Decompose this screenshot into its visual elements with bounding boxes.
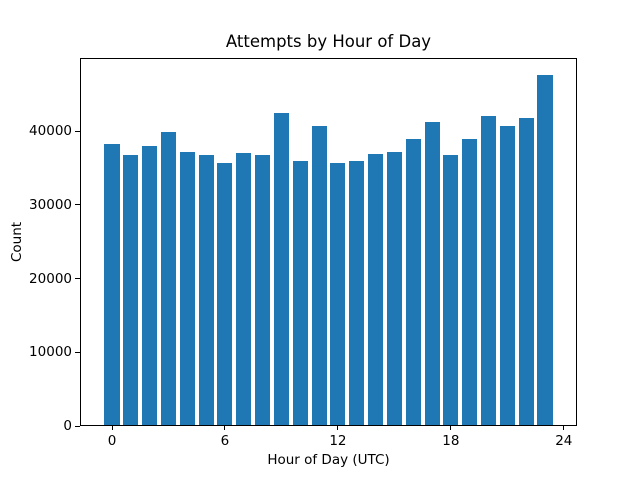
bar-hour-0 bbox=[104, 143, 120, 426]
bar-hour-4 bbox=[179, 151, 195, 426]
bar-hour-7 bbox=[236, 153, 252, 426]
y-tick-label: 20000 bbox=[29, 270, 72, 287]
bar-hour-12 bbox=[330, 162, 346, 426]
y-tick-label: 10000 bbox=[29, 344, 72, 361]
y-tick-mark bbox=[75, 425, 80, 427]
y-tick-mark bbox=[75, 204, 80, 206]
x-tick-label: 24 bbox=[555, 433, 573, 449]
x-tick-label: 12 bbox=[329, 433, 347, 449]
bar-hour-17 bbox=[424, 122, 440, 426]
bar-hour-9 bbox=[273, 113, 289, 426]
bar-hour-23 bbox=[537, 74, 553, 426]
bar-hour-15 bbox=[386, 151, 402, 426]
bar-hour-2 bbox=[142, 146, 158, 426]
x-axis-label: Hour of Day (UTC) bbox=[267, 452, 390, 468]
bar-hour-13 bbox=[349, 161, 365, 426]
x-tick-mark bbox=[111, 426, 113, 430]
x-tick-label: 18 bbox=[442, 433, 460, 449]
x-tick-mark bbox=[450, 426, 452, 430]
bar-hour-16 bbox=[405, 139, 421, 426]
x-tick-label: 0 bbox=[107, 433, 117, 449]
bar-hour-1 bbox=[123, 155, 139, 426]
bar-hour-21 bbox=[499, 125, 515, 426]
y-tick-mark bbox=[75, 351, 80, 353]
bar-hour-10 bbox=[292, 160, 308, 426]
bar-hour-18 bbox=[443, 155, 459, 426]
bar-hour-19 bbox=[462, 139, 478, 426]
x-tick-mark bbox=[337, 426, 339, 430]
bar-hour-11 bbox=[311, 125, 327, 426]
y-tick-mark bbox=[75, 278, 80, 279]
bar-hour-22 bbox=[518, 118, 534, 426]
y-axis-label: Count bbox=[9, 221, 25, 263]
y-tick-mark bbox=[75, 130, 80, 132]
bar-hour-6 bbox=[217, 163, 233, 426]
x-tick-label: 6 bbox=[220, 433, 230, 449]
bar-hour-8 bbox=[255, 155, 271, 426]
bar-hour-3 bbox=[160, 131, 176, 426]
chart-title: Attempts by Hour of Day bbox=[225, 32, 432, 51]
y-tick-label: 40000 bbox=[29, 123, 72, 139]
bar-hour-14 bbox=[368, 153, 384, 426]
x-tick-mark bbox=[224, 426, 226, 430]
bar-hour-5 bbox=[198, 154, 214, 426]
y-tick-label: 30000 bbox=[29, 196, 72, 213]
y-tick-label: 0 bbox=[63, 418, 72, 434]
x-tick-mark bbox=[563, 426, 565, 430]
bar-hour-20 bbox=[480, 116, 497, 426]
